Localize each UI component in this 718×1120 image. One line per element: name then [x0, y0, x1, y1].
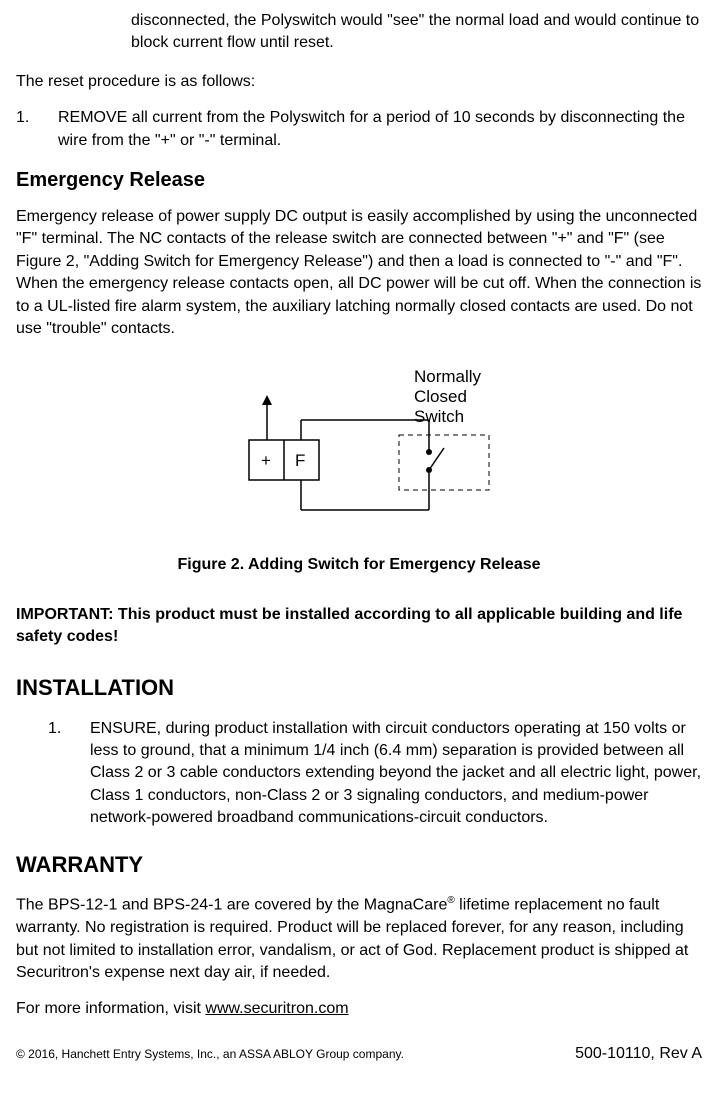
reset-steps-list: 1. REMOVE all current from the Polyswitc… [16, 107, 702, 152]
installation-heading: INSTALLATION [16, 673, 702, 704]
securitron-link[interactable]: www.securitron.com [205, 1000, 348, 1017]
important-note: IMPORTANT: This product must be installe… [16, 604, 702, 649]
reset-intro: The reset procedure is as follows: [16, 71, 702, 93]
list-text: ENSURE, during product installation with… [90, 718, 702, 830]
page-footer: © 2016, Hanchett Entry Systems, Inc., an… [16, 1043, 702, 1065]
figure-wrapper: Normally Closed Switch + F Figure 2. Add… [16, 360, 702, 576]
list-number: 1. [16, 107, 34, 152]
warranty-text-pre: The BPS-12-1 and BPS-24-1 are covered by… [16, 897, 447, 914]
figure-caption: Figure 2. Adding Switch for Emergency Re… [16, 554, 702, 576]
arrowhead-icon [262, 395, 272, 405]
warranty-body: The BPS-12-1 and BPS-24-1 are covered by… [16, 894, 702, 984]
more-info-paragraph: For more information, visit www.securitr… [16, 998, 702, 1020]
emergency-release-heading: Emergency Release [16, 166, 702, 194]
switch-label-2: Closed [414, 387, 467, 406]
continued-paragraph: disconnected, the Polyswitch would "see"… [131, 10, 702, 55]
plus-label: + [261, 451, 271, 470]
switch-box [399, 435, 489, 490]
list-item: 1. ENSURE, during product installation w… [48, 718, 702, 830]
emergency-release-body: Emergency release of power supply DC out… [16, 206, 702, 340]
list-number: 1. [48, 718, 66, 830]
warranty-heading: WARRANTY [16, 850, 702, 881]
switch-label-1: Normally [414, 367, 482, 386]
more-info-text: For more information, visit [16, 1000, 205, 1017]
switch-label-3: Switch [414, 407, 464, 426]
registered-mark: ® [447, 895, 454, 906]
copyright-text: © 2016, Hanchett Entry Systems, Inc., an… [16, 1046, 404, 1063]
f-label: F [295, 451, 305, 470]
document-number: 500-10110, Rev A [575, 1043, 702, 1065]
installation-steps-list: 1. ENSURE, during product installation w… [48, 718, 702, 830]
emergency-release-diagram: Normally Closed Switch + F [199, 360, 519, 530]
list-item: 1. REMOVE all current from the Polyswitc… [16, 107, 702, 152]
list-text: REMOVE all current from the Polyswitch f… [58, 107, 702, 152]
